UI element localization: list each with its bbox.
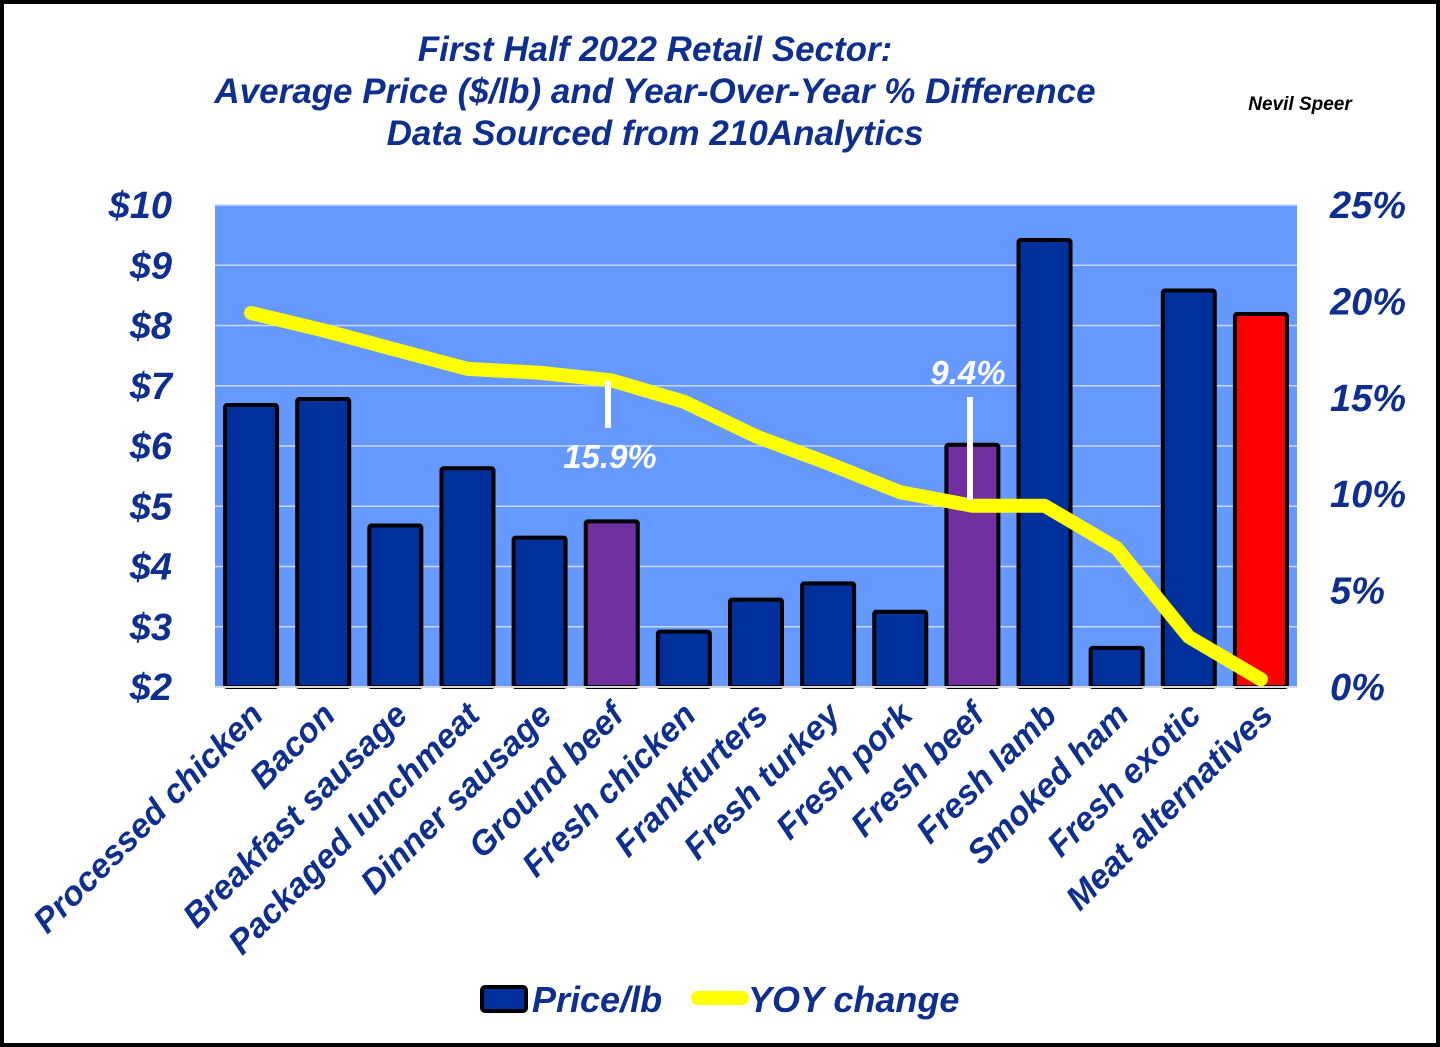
chart-title-line-1: First Half 2022 Retail Sector: <box>418 30 893 69</box>
bar-frankfurters <box>728 597 784 690</box>
y-right-tick-label: 5% <box>1330 571 1385 613</box>
yoy-point <box>610 379 613 382</box>
legend-label-price: Price/lb <box>532 979 662 1020</box>
bar-fresh-lamb <box>1016 237 1073 689</box>
y-left-tick-label: $2 <box>129 667 172 709</box>
yoy-point <box>899 491 902 494</box>
yoy-point <box>1043 504 1046 507</box>
y-left-tick-label: $9 <box>129 245 172 287</box>
y-left-tick-label: $5 <box>129 486 173 528</box>
bar-breakfast-sausage <box>367 523 424 690</box>
bar-dinner-sausage <box>511 535 568 690</box>
yoy-point <box>250 311 253 314</box>
yoy-point <box>322 329 325 332</box>
bar-meat-alternatives <box>1232 312 1289 689</box>
callout-label-fresh-beef: 9.4% <box>930 354 1005 391</box>
yoy-point <box>971 504 974 507</box>
yoy-point <box>827 462 830 465</box>
y-left-tick-label: $8 <box>129 306 173 348</box>
yoy-point <box>755 435 757 438</box>
chart-title-line-3: Data Sourced from 210Analytics <box>387 114 924 153</box>
yoy-point <box>1259 678 1262 681</box>
bar-smoked-ham <box>1088 645 1145 690</box>
y-right-tick-label: 20% <box>1329 281 1406 323</box>
legend-swatch-price <box>480 985 528 1013</box>
callout-label-ground-beef: 15.9% <box>563 438 657 475</box>
y-right-tick-label: 10% <box>1330 474 1406 516</box>
bar-processed-chicken <box>223 403 280 689</box>
yoy-point <box>1187 635 1190 638</box>
y-left-tick-label: $3 <box>129 607 172 649</box>
y-left-tick-label: $10 <box>108 185 172 227</box>
y-left-tick-label: $6 <box>129 426 173 468</box>
legend-label-yoy: YOY change <box>748 979 959 1020</box>
bar-packaged-lunchmeat <box>439 466 496 690</box>
author-credit: Nevil Speer <box>1248 94 1353 115</box>
x-tick-label: Processed chicken <box>26 696 271 941</box>
bar-fresh-turkey <box>800 581 857 689</box>
y-right-tick-label: 0% <box>1330 667 1385 709</box>
yoy-point <box>538 371 541 374</box>
chart-title-line-2: Average Price ($/lb) and Year-Over-Year … <box>213 72 1095 111</box>
yoy-point <box>466 367 469 370</box>
yoy-point <box>682 400 685 403</box>
bar-ground-beef <box>583 519 640 689</box>
y-right-tick-label: 25% <box>1329 185 1406 227</box>
yoy-point <box>394 348 397 351</box>
y-right-tick-label: 15% <box>1330 378 1406 420</box>
bar-fresh-pork <box>872 609 929 689</box>
bar-fresh-chicken <box>655 629 712 690</box>
yoy-point <box>1115 547 1118 550</box>
y-left-tick-label: $7 <box>129 366 174 408</box>
y-left-tick-label: $4 <box>129 547 172 589</box>
bar-bacon <box>295 397 352 689</box>
